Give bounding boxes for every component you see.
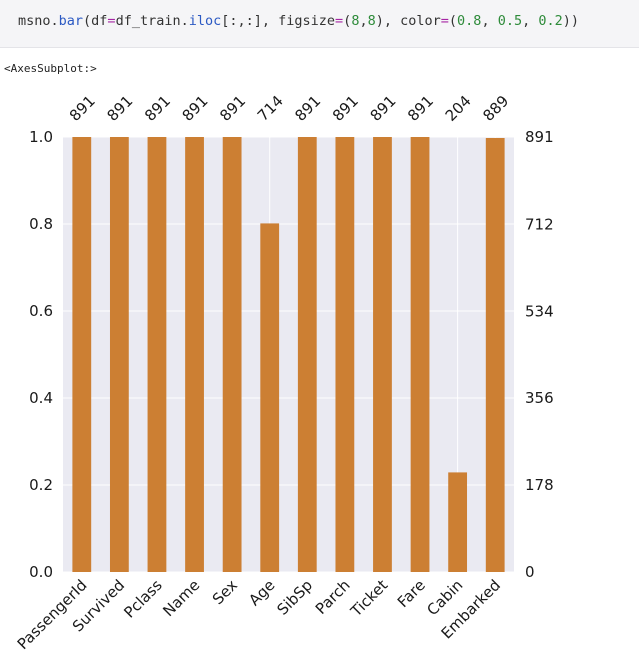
code-token: = <box>440 13 449 29</box>
bar-count-label: 891 <box>291 92 324 125</box>
code-input[interactable]: msno.bar(df=df_train.iloc[:,:], figsize=… <box>18 13 579 29</box>
y-tick-label-left: 0.4 <box>29 389 53 407</box>
bar-count-label: 891 <box>367 92 400 125</box>
bar-count-label: 891 <box>216 92 249 125</box>
code-token: ( <box>448 13 458 29</box>
x-tick-label: Parch <box>312 576 354 618</box>
bar <box>109 137 129 572</box>
bar <box>485 137 505 572</box>
code-token: 8 <box>367 13 376 29</box>
y-tick-label-right: 356 <box>525 389 554 407</box>
bar <box>335 137 355 572</box>
bar <box>260 223 280 573</box>
code-token: , <box>481 13 498 29</box>
plot-background <box>63 137 514 572</box>
bar <box>72 137 92 572</box>
code-token: 0.8 <box>457 13 482 29</box>
bar-count-label: 204 <box>442 92 475 125</box>
code-token: [:,:], figsize <box>221 13 336 29</box>
code-token: 8 <box>351 13 360 29</box>
code-token: 0.2 <box>538 13 563 29</box>
output-text: <AxesSubplot:> <box>4 62 97 75</box>
code-token: ), color <box>375 13 441 29</box>
y-tick-label-right: 891 <box>525 128 554 146</box>
bar-count-label: 889 <box>479 92 512 125</box>
x-tick-label: Name <box>159 576 203 620</box>
x-tick-label: Pclass <box>120 576 166 622</box>
bar-count-label: 714 <box>254 92 287 125</box>
bar-count-label: 891 <box>66 92 99 125</box>
bar-count-label: 891 <box>141 92 174 125</box>
y-tick-label-left: 0.2 <box>29 476 53 494</box>
y-tick-label-left: 0.8 <box>29 215 53 233</box>
code-token: df_train. <box>115 13 189 29</box>
code-token: )) <box>562 13 580 29</box>
bar-count-label: 891 <box>329 92 362 125</box>
code-token: ( <box>343 13 352 29</box>
y-tick-label-right: 534 <box>525 302 554 320</box>
x-tick-label: Ticket <box>346 576 391 621</box>
bar <box>373 137 392 572</box>
code-token: iloc <box>188 13 222 29</box>
code-token: , <box>522 13 539 29</box>
code-token: (df <box>83 13 108 29</box>
code-token: = <box>335 13 344 29</box>
bar <box>297 137 317 572</box>
bar-count-label: 891 <box>404 92 437 125</box>
bar-count-label: 891 <box>179 92 212 125</box>
y-tick-label-left: 0.6 <box>29 302 53 320</box>
bar-count-label: 891 <box>103 92 136 125</box>
code-cell[interactable]: msno.bar(df=df_train.iloc[:,:], figsize=… <box>0 0 639 48</box>
bar <box>222 137 242 572</box>
code-token: = <box>107 13 116 29</box>
bar <box>410 137 430 572</box>
y-tick-label-right: 178 <box>525 476 554 494</box>
x-tick-label: SibSp <box>274 576 317 619</box>
code-token: bar <box>58 13 84 29</box>
x-tick-label: Age <box>245 576 278 609</box>
y-tick-label-left: 0.0 <box>29 563 53 581</box>
code-token: 0.5 <box>497 13 523 29</box>
code-token: msno. <box>18 13 59 29</box>
bar <box>147 137 167 572</box>
x-tick-label: Sex <box>209 576 241 608</box>
bar <box>185 137 204 572</box>
y-tick-label-right: 712 <box>525 215 554 233</box>
y-tick-label-left: 1.0 <box>29 128 53 146</box>
bar <box>448 472 468 572</box>
code-token: , <box>359 13 368 29</box>
y-tick-label-right: 0 <box>525 563 535 581</box>
